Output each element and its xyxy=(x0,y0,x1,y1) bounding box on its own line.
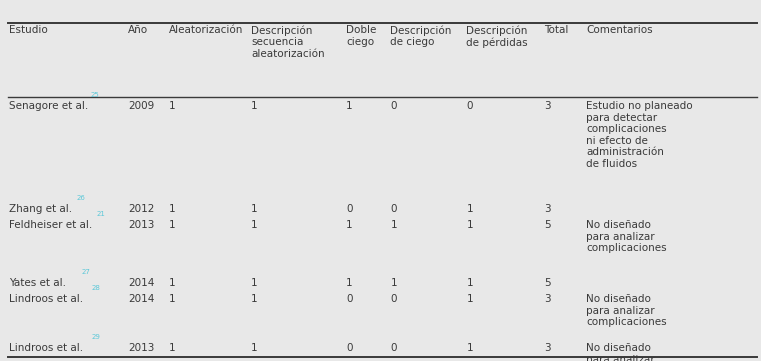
Text: 1: 1 xyxy=(169,204,176,214)
Text: 5: 5 xyxy=(544,220,551,230)
Text: Zhang et al.: Zhang et al. xyxy=(9,204,72,214)
Text: 1: 1 xyxy=(251,294,258,304)
Text: 28: 28 xyxy=(91,285,100,291)
Text: Descripción
de ciego: Descripción de ciego xyxy=(390,25,452,47)
Text: Comentarios: Comentarios xyxy=(586,25,653,35)
Text: 1: 1 xyxy=(251,204,258,214)
Text: Senagore et al.: Senagore et al. xyxy=(9,101,88,111)
Text: Lindroos et al.: Lindroos et al. xyxy=(9,294,83,304)
Text: 2013: 2013 xyxy=(128,343,154,353)
Text: 1: 1 xyxy=(466,220,473,230)
Text: 3: 3 xyxy=(544,204,551,214)
Text: No diseñado
para analizar
complicaciones: No diseñado para analizar complicaciones xyxy=(586,294,667,327)
Text: 2014: 2014 xyxy=(128,278,154,288)
Text: Yates et al.: Yates et al. xyxy=(9,278,66,288)
Text: Descripción
de pérdidas: Descripción de pérdidas xyxy=(466,25,528,48)
Text: 0: 0 xyxy=(346,204,353,214)
Text: 1: 1 xyxy=(169,220,176,230)
Text: 2013: 2013 xyxy=(128,220,154,230)
Text: Feldheiser et al.: Feldheiser et al. xyxy=(9,220,92,230)
Text: 1: 1 xyxy=(251,101,258,111)
Text: 3: 3 xyxy=(544,101,551,111)
Text: 2014: 2014 xyxy=(128,294,154,304)
Text: Descripción
secuencia
aleatorización: Descripción secuencia aleatorización xyxy=(251,25,325,59)
Text: Aleatorización: Aleatorización xyxy=(169,25,244,35)
Text: 1: 1 xyxy=(251,220,258,230)
Text: 0: 0 xyxy=(390,343,397,353)
Text: 1: 1 xyxy=(251,343,258,353)
Text: 26: 26 xyxy=(76,195,85,201)
Text: 0: 0 xyxy=(390,101,397,111)
Text: 2009: 2009 xyxy=(128,101,154,111)
Text: 1: 1 xyxy=(346,278,353,288)
Text: 1: 1 xyxy=(346,101,353,111)
Text: 1: 1 xyxy=(466,343,473,353)
Text: 1: 1 xyxy=(251,278,258,288)
Text: 0: 0 xyxy=(390,204,397,214)
Text: 0: 0 xyxy=(390,294,397,304)
Text: 27: 27 xyxy=(81,269,91,275)
Text: Año: Año xyxy=(128,25,148,35)
Text: Doble
ciego: Doble ciego xyxy=(346,25,377,47)
Text: Estudio: Estudio xyxy=(9,25,48,35)
Text: 3: 3 xyxy=(544,343,551,353)
Text: Lindroos et al.: Lindroos et al. xyxy=(9,343,83,353)
Text: 1: 1 xyxy=(169,101,176,111)
Text: 1: 1 xyxy=(346,220,353,230)
Text: Estudio no planeado
para detectar
complicaciones
ni efecto de
administración
de : Estudio no planeado para detectar compli… xyxy=(586,101,693,169)
Text: No diseñado
para analizar
complicaciones: No diseñado para analizar complicaciones xyxy=(586,343,667,361)
Text: 1: 1 xyxy=(169,278,176,288)
Text: 0: 0 xyxy=(346,343,353,353)
Text: 0: 0 xyxy=(346,294,353,304)
Text: 1: 1 xyxy=(466,294,473,304)
Text: 1: 1 xyxy=(390,220,397,230)
Text: 1: 1 xyxy=(466,204,473,214)
Text: 1: 1 xyxy=(390,278,397,288)
Text: 21: 21 xyxy=(97,211,106,217)
Text: No diseñado
para analizar
complicaciones: No diseñado para analizar complicaciones xyxy=(586,220,667,253)
Text: 0: 0 xyxy=(466,101,473,111)
Text: 25: 25 xyxy=(91,92,99,98)
Text: 3: 3 xyxy=(544,294,551,304)
Text: 2012: 2012 xyxy=(128,204,154,214)
Text: 5: 5 xyxy=(544,278,551,288)
Text: 1: 1 xyxy=(466,278,473,288)
Text: Total: Total xyxy=(544,25,568,35)
Text: 1: 1 xyxy=(169,294,176,304)
Text: 1: 1 xyxy=(169,343,176,353)
Text: 29: 29 xyxy=(91,334,100,340)
